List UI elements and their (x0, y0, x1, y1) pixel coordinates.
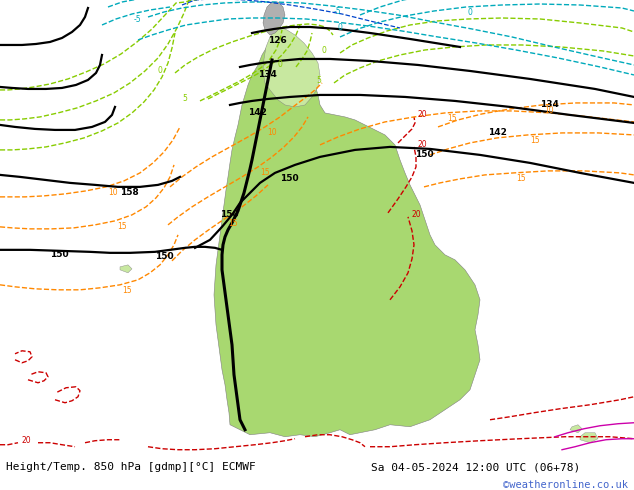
Text: 150: 150 (280, 174, 299, 183)
Polygon shape (120, 265, 132, 273)
Text: 10: 10 (544, 106, 553, 115)
Text: 5: 5 (316, 76, 321, 85)
Text: 134: 134 (540, 100, 559, 109)
Text: 15: 15 (117, 222, 127, 231)
Text: 15: 15 (122, 286, 132, 295)
Text: -5: -5 (134, 15, 141, 24)
Text: 134: 134 (258, 70, 277, 79)
Text: -5: -5 (334, 7, 342, 16)
Text: 15: 15 (530, 136, 540, 145)
Text: 0: 0 (468, 8, 473, 17)
Text: 142: 142 (488, 128, 507, 137)
Text: 10: 10 (108, 188, 118, 197)
Text: 142: 142 (248, 108, 267, 117)
Polygon shape (580, 433, 598, 443)
Polygon shape (570, 425, 582, 433)
Text: 158: 158 (120, 188, 139, 197)
Text: 0: 0 (322, 46, 327, 55)
Text: 150: 150 (155, 252, 174, 261)
Text: 0: 0 (157, 66, 162, 75)
Text: 15: 15 (260, 168, 269, 177)
Text: 126: 126 (268, 36, 287, 45)
Text: Sa 04-05-2024 12:00 UTC (06+78): Sa 04-05-2024 12:00 UTC (06+78) (371, 462, 580, 472)
Text: 150: 150 (50, 250, 68, 259)
Polygon shape (214, 30, 480, 437)
Text: 150: 150 (220, 210, 238, 219)
Text: 15: 15 (447, 114, 456, 123)
Polygon shape (263, 2, 285, 35)
Text: 5: 5 (182, 94, 187, 103)
Text: 0: 0 (338, 23, 343, 32)
Text: 15: 15 (516, 174, 526, 183)
Text: 10: 10 (267, 128, 276, 137)
Text: 150: 150 (415, 150, 434, 159)
Polygon shape (263, 27, 320, 107)
Text: ©weatheronline.co.uk: ©weatheronline.co.uk (503, 480, 628, 490)
Text: 20: 20 (417, 110, 427, 119)
Text: 0: 0 (278, 60, 283, 69)
Text: 20: 20 (411, 210, 420, 219)
Text: 15: 15 (228, 219, 238, 228)
Text: Height/Temp. 850 hPa [gdmp][°C] ECMWF: Height/Temp. 850 hPa [gdmp][°C] ECMWF (6, 462, 256, 472)
Text: 20: 20 (417, 140, 427, 149)
Text: 20: 20 (21, 436, 30, 445)
